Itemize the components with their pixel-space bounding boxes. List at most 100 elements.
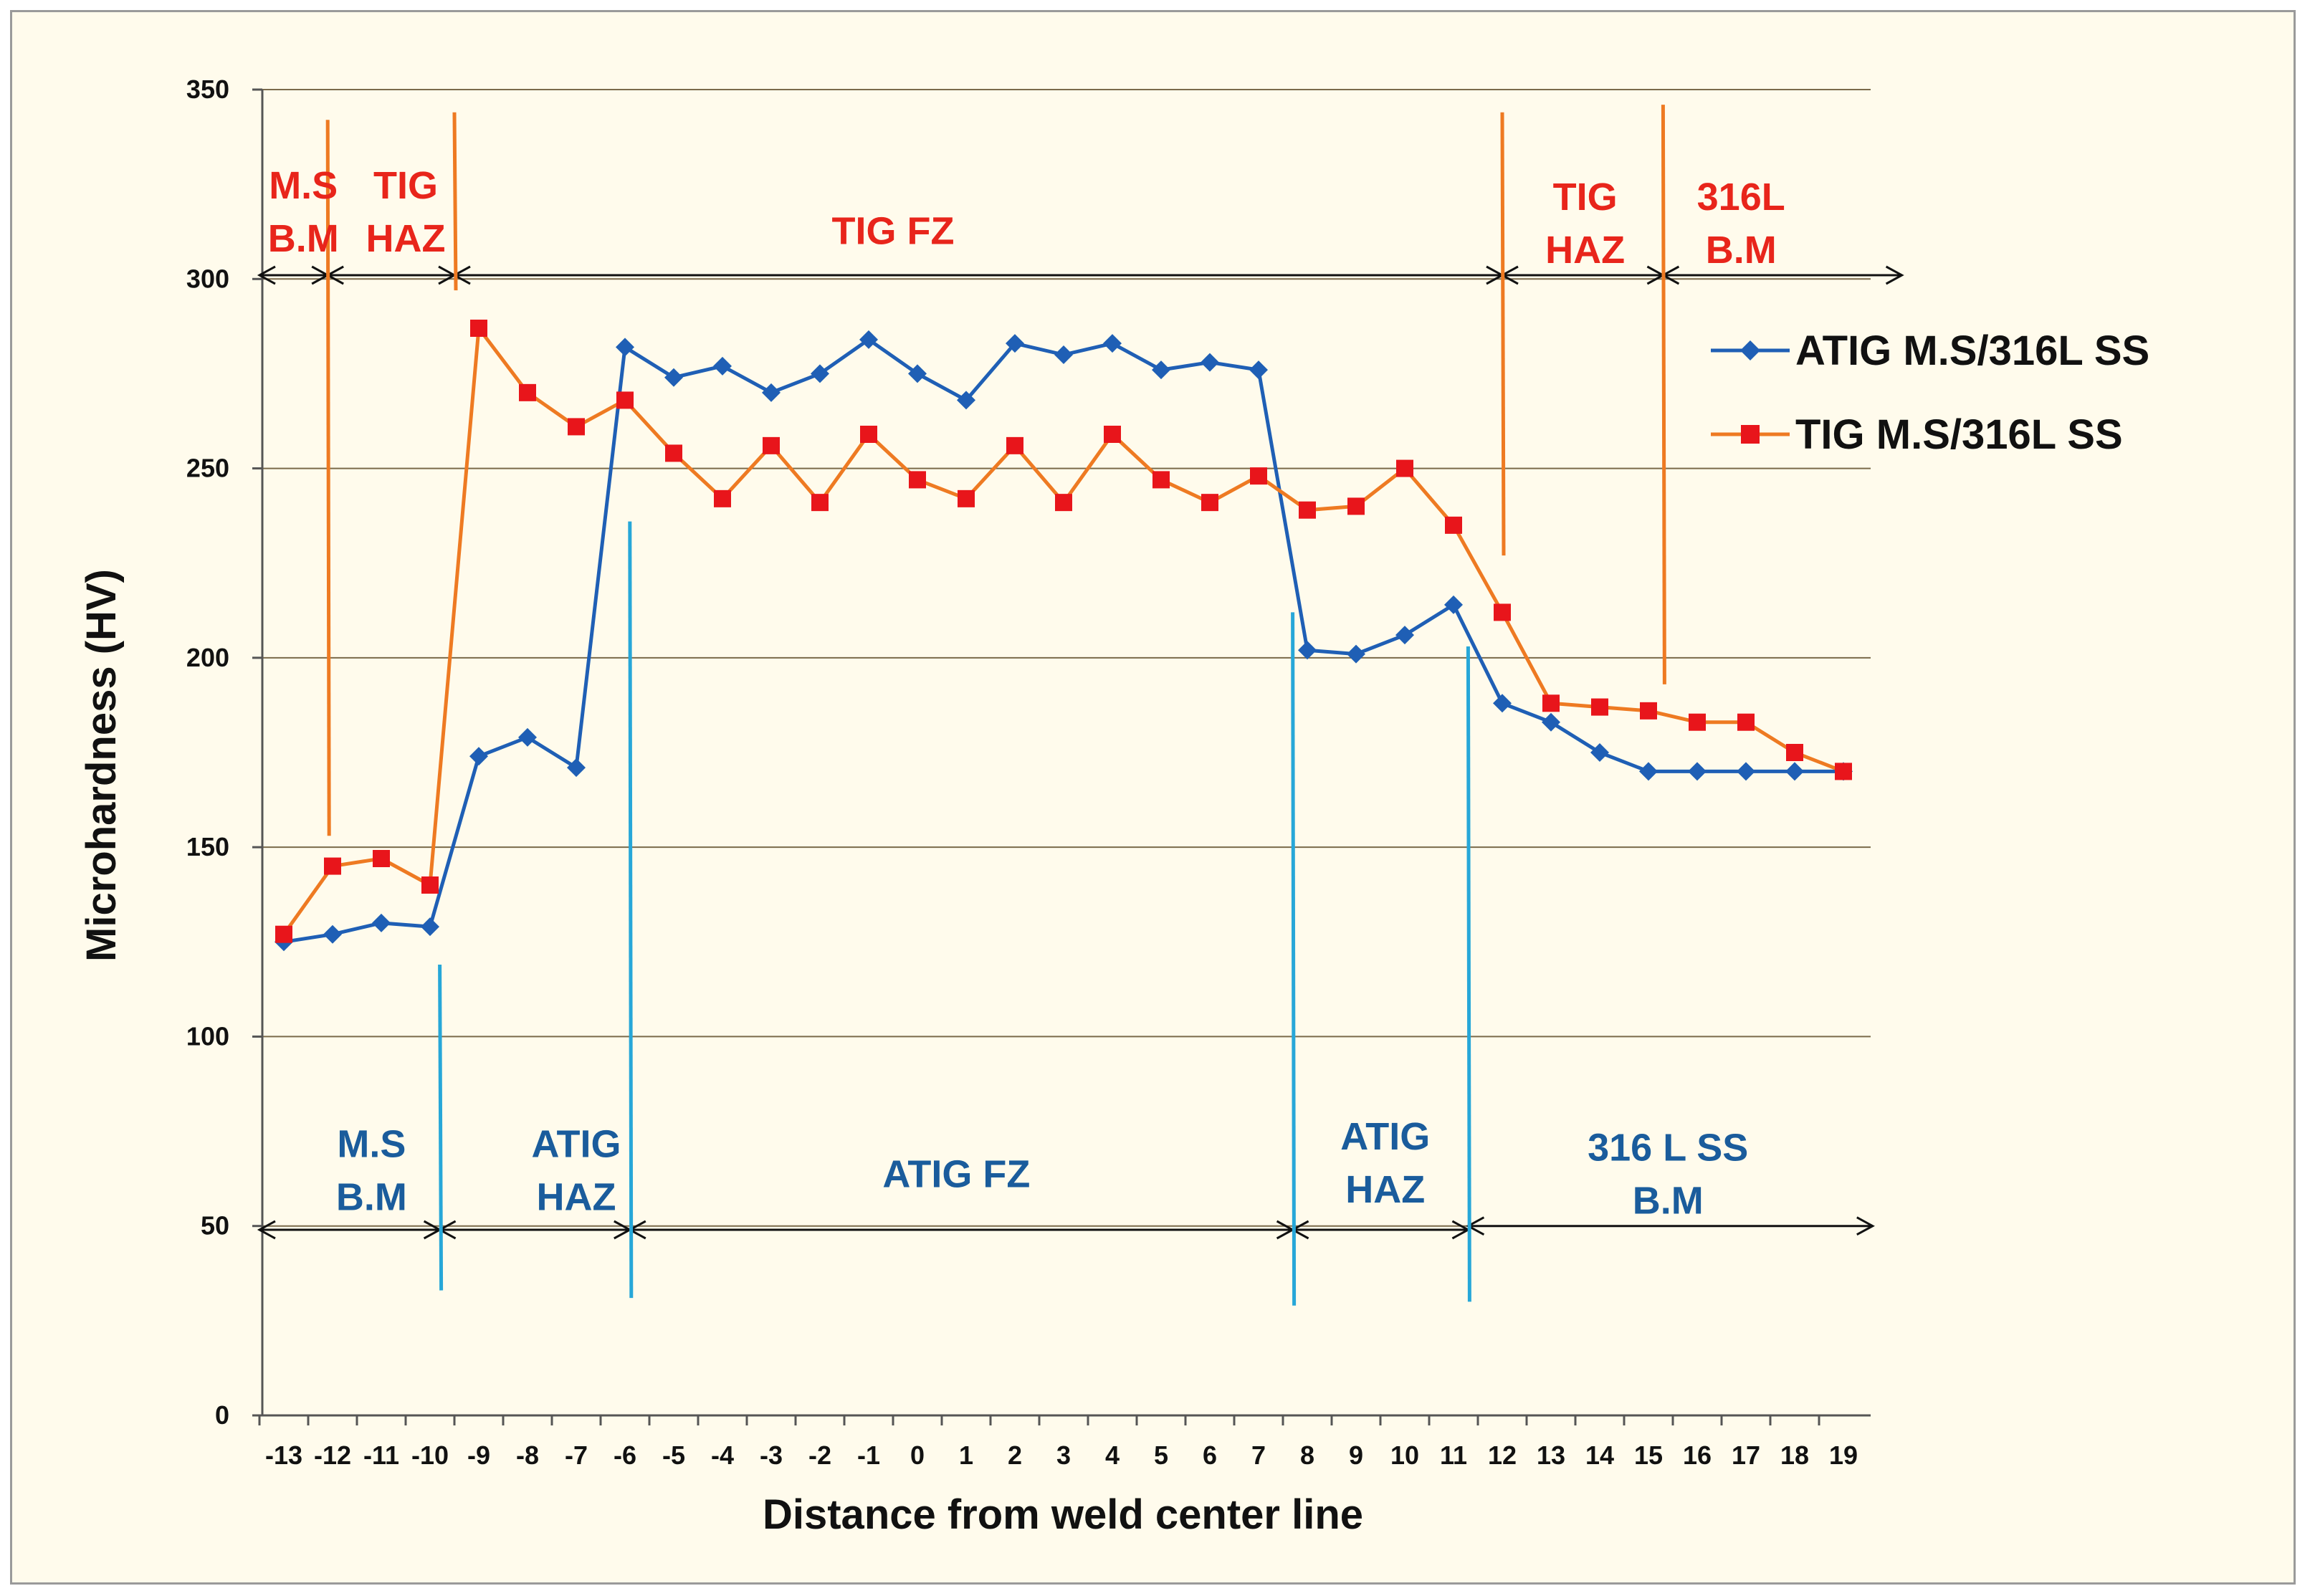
tig-data-point	[1250, 467, 1267, 485]
tig-data-point	[1640, 702, 1657, 720]
tig-boundary-line	[325, 120, 331, 836]
tig-data-point	[1494, 603, 1511, 621]
atig-data-point	[1785, 762, 1804, 781]
chart-frame	[10, 10, 2296, 1585]
atig-data-point	[1688, 762, 1707, 781]
x-tick-label: -12	[314, 1440, 351, 1470]
x-tick-label: 13	[1537, 1440, 1565, 1470]
x-tick-label: -7	[565, 1440, 588, 1470]
legend-label: ATIG M.S/316L SS	[1795, 328, 2149, 374]
tig-data-point	[1786, 744, 1803, 761]
atig-data-point	[1590, 743, 1609, 762]
tig-data-point	[1152, 471, 1170, 489]
tig-data-point	[373, 850, 390, 867]
x-tick-label: -6	[614, 1440, 636, 1470]
tig-zone-label: HAZ	[1545, 229, 1625, 272]
y-tick-label: 300	[186, 264, 229, 293]
tig-zone-label: 316L	[1697, 176, 1785, 219]
tig-data-point	[1445, 516, 1462, 534]
x-tick-label: -4	[711, 1440, 734, 1470]
y-tick-label: 250	[186, 454, 229, 483]
atig-zone-label: ATIG	[532, 1122, 621, 1165]
x-tick-label: 5	[1154, 1440, 1168, 1470]
atig-data-point	[762, 383, 781, 402]
x-tick-label: 0	[910, 1440, 925, 1470]
atig-data-point	[1249, 360, 1268, 380]
atig-data-point	[1298, 641, 1317, 660]
atig-data-point	[616, 338, 634, 357]
atig-data-point	[1444, 595, 1463, 614]
tig-data-point	[714, 489, 731, 507]
tig-data-point	[1689, 713, 1706, 731]
tig-data-point	[1055, 494, 1072, 512]
x-tick-label: 8	[1300, 1440, 1314, 1470]
legend-square-marker	[1741, 425, 1760, 444]
atig-data-point	[1006, 334, 1024, 353]
tig-data-point	[421, 876, 439, 894]
atig-data-point	[372, 913, 391, 932]
atig-zone-label: B.M	[1633, 1180, 1704, 1223]
y-tick-label: 150	[186, 832, 229, 861]
tig-data-point	[1737, 713, 1755, 731]
atig-zone-label: ATIG	[1340, 1115, 1430, 1158]
tig-data-point	[616, 391, 634, 409]
atig-boundary-line	[438, 964, 444, 1291]
atig-zone-label: M.S	[337, 1122, 406, 1165]
atig-data-point	[1395, 626, 1414, 645]
x-tick-label: 3	[1056, 1440, 1071, 1470]
atig-data-point	[1347, 644, 1365, 664]
x-tick-label: 4	[1105, 1440, 1120, 1470]
tig-data-point	[763, 436, 780, 454]
axes	[261, 90, 1871, 1417]
atig-data-point	[323, 924, 342, 944]
x-tick-label: -13	[265, 1440, 302, 1470]
x-tick-label: 12	[1488, 1440, 1517, 1470]
tig-zone-label: B.M	[268, 217, 339, 260]
tig-data-point	[1347, 497, 1365, 515]
tig-boundary-line	[1500, 112, 1506, 556]
x-axis-title: Distance from weld center line	[763, 1491, 1363, 1538]
x-tick-label: 18	[1780, 1440, 1809, 1470]
x-tick-label: 7	[1251, 1440, 1266, 1470]
atig-zone-label: B.M	[336, 1175, 407, 1218]
x-tick-label: 19	[1829, 1440, 1858, 1470]
atig-zone-label: ATIG FZ	[882, 1153, 1030, 1196]
arrow-head	[257, 1220, 276, 1240]
tig-data-point	[1299, 501, 1316, 519]
y-tick-label: 200	[186, 643, 229, 672]
atig-data-point	[1493, 694, 1512, 713]
x-tick-label: -5	[662, 1440, 685, 1470]
arrow-head	[257, 265, 276, 285]
atig-data-point	[518, 727, 537, 747]
x-tick-label: -1	[857, 1440, 880, 1470]
atig-data-point	[567, 758, 586, 778]
zone-annotations: M.S B.M TIG HAZ TIG FZ TIG HAZ 316L B.M M.S B.M ATI…	[257, 105, 1904, 1306]
tig-data-point	[519, 383, 536, 401]
tig-zone-label: TIG FZ	[832, 210, 955, 253]
atig-data-point	[1103, 334, 1122, 353]
legend-label: TIG M.S/316L SS	[1795, 411, 2123, 458]
x-tick-label: -8	[516, 1440, 539, 1470]
x-tick-label: -3	[760, 1440, 783, 1470]
tig-data-point	[1835, 763, 1852, 780]
tig-data-point	[1591, 698, 1608, 716]
tig-zone-label: HAZ	[366, 217, 446, 260]
atig-data-point	[469, 747, 488, 766]
x-tick-labels: -13 -12 -11 -10 -9 -8 -7 -6 -5 -4 -3 -2 -1 0 1 2 3 4 5 6 7 8 9…	[258, 1415, 1858, 1470]
series-line-2	[282, 326, 1844, 936]
arrow-head	[1856, 1216, 1875, 1236]
tig-data-point	[324, 857, 341, 875]
atig-data-point	[1152, 360, 1170, 380]
x-tick-label: 11	[1440, 1440, 1467, 1470]
atig-data-point	[421, 917, 439, 937]
x-tick-label: 1	[959, 1440, 973, 1470]
tig-data-point	[1006, 436, 1023, 454]
tig-data-point	[1104, 426, 1121, 443]
atig-zone-label: 316 L SS	[1588, 1127, 1748, 1170]
legend-diamond-marker	[1740, 340, 1760, 360]
atig-boundary-line	[1291, 612, 1297, 1306]
x-tick-label: 2	[1008, 1440, 1022, 1470]
tig-zone-label: M.S	[269, 164, 338, 207]
y-tick-labels: 0 50 100 150 200 250 300 350	[186, 75, 229, 1430]
